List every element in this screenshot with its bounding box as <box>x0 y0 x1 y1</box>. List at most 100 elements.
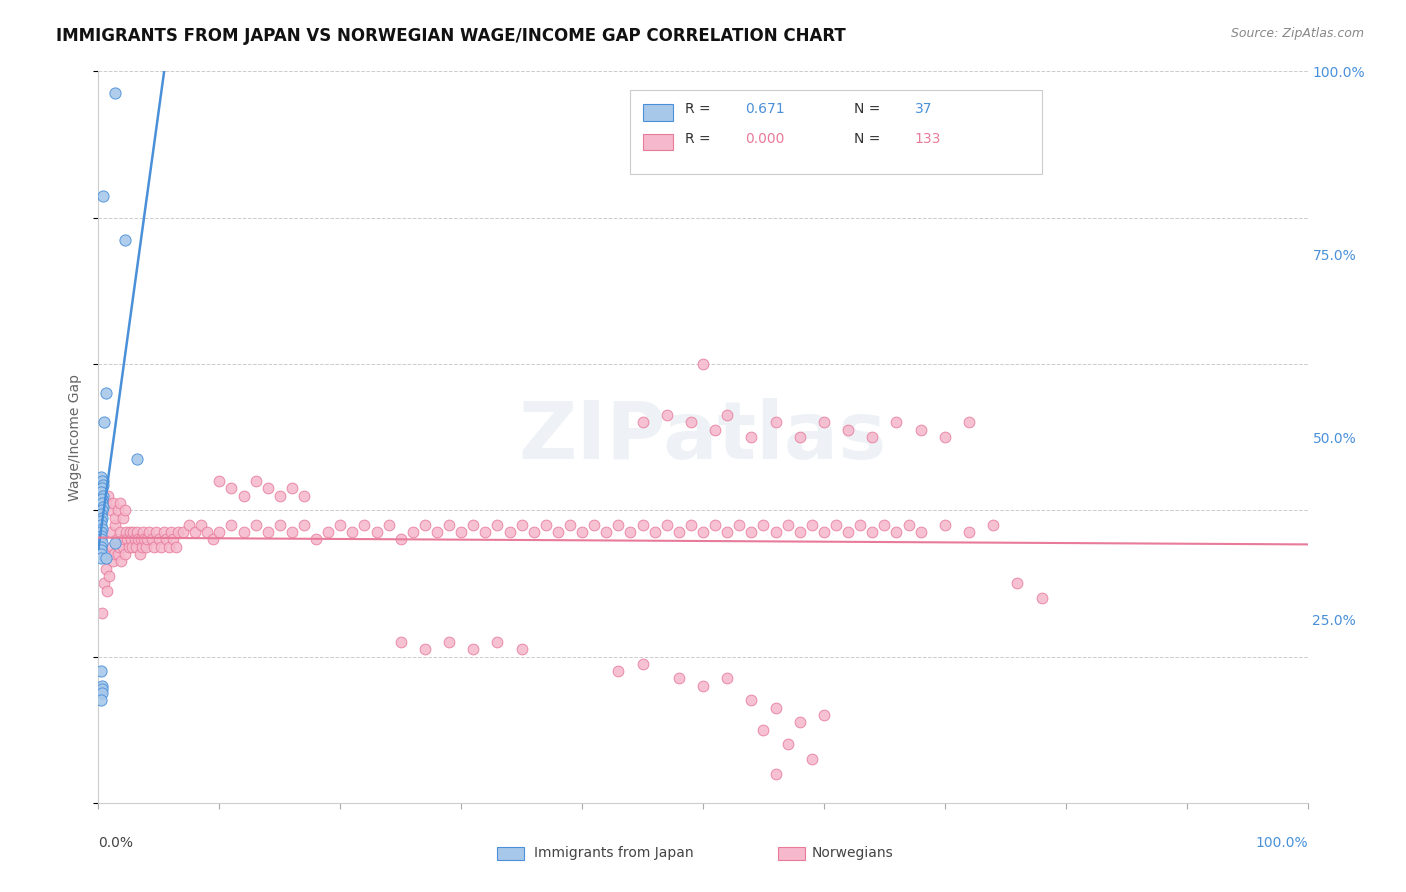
Point <box>190 517 212 532</box>
Text: Norwegians: Norwegians <box>811 847 894 860</box>
Point <box>145 525 167 540</box>
Point <box>486 635 509 649</box>
Point <box>221 481 243 495</box>
Point <box>232 489 254 503</box>
Point <box>716 408 738 422</box>
Point <box>208 525 231 540</box>
Point <box>389 533 412 547</box>
Point <box>426 525 449 540</box>
Point <box>90 543 112 558</box>
Point <box>114 547 136 561</box>
Point <box>94 496 117 510</box>
Point <box>644 525 666 540</box>
Point <box>91 503 114 517</box>
Point <box>437 517 460 532</box>
Point <box>523 525 546 540</box>
Point <box>837 423 859 437</box>
Point <box>100 525 122 540</box>
Y-axis label: Wage/Income Gap: Wage/Income Gap <box>69 374 83 500</box>
Point <box>860 525 883 540</box>
Point <box>90 529 112 543</box>
Point <box>94 550 117 565</box>
Point <box>245 474 267 488</box>
Point <box>121 540 143 554</box>
Point <box>510 517 533 532</box>
Point <box>122 525 145 540</box>
Point <box>752 723 775 737</box>
Point <box>91 606 114 620</box>
Point <box>934 430 956 444</box>
Point <box>849 517 872 532</box>
Point <box>91 481 114 495</box>
Point <box>132 525 155 540</box>
Point <box>141 533 163 547</box>
Point <box>155 533 177 547</box>
Point <box>93 416 115 430</box>
Point <box>692 525 714 540</box>
Point <box>131 540 153 554</box>
Point <box>148 533 170 547</box>
Point <box>463 642 485 657</box>
Point <box>752 517 775 532</box>
Point <box>245 517 267 532</box>
Point <box>91 474 114 488</box>
Point <box>692 357 714 371</box>
Point <box>873 517 896 532</box>
Point <box>547 525 569 540</box>
Point <box>91 686 114 700</box>
Point <box>135 533 157 547</box>
Point <box>353 517 375 532</box>
Point <box>91 500 114 514</box>
Point <box>127 525 149 540</box>
Point <box>127 533 149 547</box>
Point <box>269 517 291 532</box>
Point <box>800 517 823 532</box>
Text: N =: N = <box>855 132 880 145</box>
Point <box>184 525 207 540</box>
Text: Source: ZipAtlas.com: Source: ZipAtlas.com <box>1230 27 1364 40</box>
Point <box>100 503 122 517</box>
Point <box>571 525 593 540</box>
Point <box>413 642 436 657</box>
Point <box>165 540 187 554</box>
Point <box>114 233 136 247</box>
Point <box>910 525 932 540</box>
Point <box>135 540 157 554</box>
Point <box>91 682 114 697</box>
Point <box>716 525 738 540</box>
Point <box>150 540 173 554</box>
Point <box>655 517 678 532</box>
Point <box>558 517 581 532</box>
Point <box>90 507 112 521</box>
Point <box>104 536 127 550</box>
Point <box>152 525 174 540</box>
Point <box>740 693 762 707</box>
Point <box>232 525 254 540</box>
Point <box>269 489 291 503</box>
Point <box>117 533 139 547</box>
Point <box>837 525 859 540</box>
Text: R =: R = <box>685 103 710 116</box>
Point <box>90 540 112 554</box>
Point <box>167 525 190 540</box>
Point <box>90 693 112 707</box>
Point <box>316 525 339 540</box>
Text: 0.671: 0.671 <box>745 103 785 116</box>
Point <box>776 517 799 532</box>
Point <box>143 540 166 554</box>
Text: Immigrants from Japan: Immigrants from Japan <box>534 847 693 860</box>
Point <box>127 452 149 467</box>
Point <box>534 517 557 532</box>
Point <box>94 562 117 576</box>
Point <box>97 547 120 561</box>
Text: 133: 133 <box>915 132 941 145</box>
Point <box>631 657 654 671</box>
Point <box>463 517 485 532</box>
Point <box>256 525 278 540</box>
Point <box>157 540 180 554</box>
Point <box>728 517 751 532</box>
Point <box>957 416 980 430</box>
Point <box>162 533 184 547</box>
Point <box>595 525 617 540</box>
Point <box>90 517 112 532</box>
